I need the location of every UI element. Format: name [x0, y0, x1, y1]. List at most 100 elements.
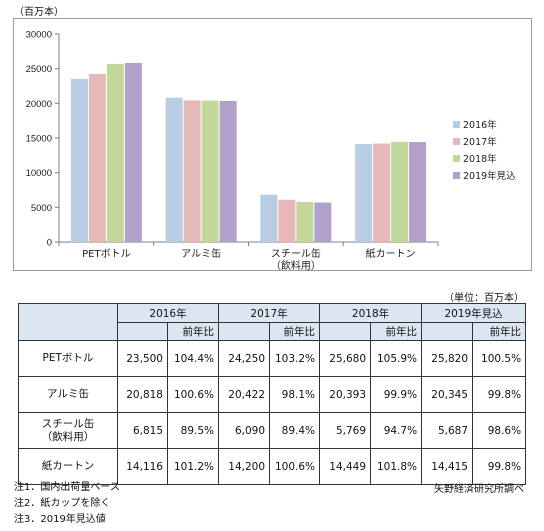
bar [314, 202, 332, 242]
row-label-subtext: （飲料用） [41, 430, 95, 443]
value-subheader [319, 322, 372, 341]
cell-value: 23,500 [117, 340, 168, 377]
bar [373, 143, 391, 242]
cell-yoy: 98.1% [269, 376, 321, 413]
bar [409, 142, 427, 242]
y-axis-unit: （百万本） [14, 7, 64, 18]
value-subheader [218, 322, 271, 341]
yoy-subheader: 前年比 [269, 322, 321, 341]
cell-value: 6,815 [117, 412, 168, 449]
year-header: 2019年見込 [421, 303, 527, 323]
cell-yoy: 100.6% [269, 448, 321, 485]
cell-value: 14,449 [319, 448, 372, 485]
cell-yoy: 101.8% [370, 448, 423, 485]
cell-yoy: 99.8% [472, 448, 527, 485]
cell-yoy: 100.5% [472, 340, 527, 377]
x-category-label: スチール缶 [271, 247, 321, 260]
cell-value: 25,680 [319, 340, 372, 377]
legend-label: 2018年 [463, 153, 497, 165]
cell-value: 25,820 [421, 340, 474, 377]
row-label-text: アルミ缶 [47, 388, 89, 400]
cell-yoy: 89.5% [166, 412, 220, 449]
table-row: アルミ缶 20,818 100.6% 20,422 98.1% 20,393 9… [18, 376, 527, 413]
cell-value: 20,422 [218, 376, 271, 413]
cell-yoy: 89.4% [269, 412, 321, 449]
y-tick-label: 30000 [26, 30, 52, 41]
bar [106, 63, 124, 243]
year-header: 2017年 [218, 303, 321, 323]
table-row: 紙カートン 14,116 101.2% 14,200 100.6% 14,449… [18, 448, 527, 485]
note: 注3．2019年見込値 [14, 514, 106, 525]
y-tick-label: 5000 [31, 203, 52, 214]
row-label: PETボトル [18, 340, 118, 377]
x-category-label: PETボトル [82, 248, 130, 260]
table-unit: （単位：百万本） [444, 293, 524, 304]
year-header: 2016年 [116, 303, 220, 323]
cell-value: 5,687 [421, 412, 474, 449]
legend-swatch [453, 172, 460, 179]
note: 注2．紙カップを除く [14, 498, 111, 509]
cell-yoy: 94.7% [370, 412, 423, 449]
yoy-subheader: 前年比 [166, 322, 220, 341]
bar [391, 141, 409, 242]
cell-value: 20,345 [421, 376, 474, 413]
cell-value: 20,393 [319, 376, 372, 413]
bar [296, 202, 314, 242]
yoy-subheader: 前年比 [472, 322, 527, 341]
legend-label: 2017年 [463, 136, 497, 148]
bar [165, 97, 183, 242]
cell-value: 20,818 [117, 376, 168, 413]
cell-yoy: 99.8% [472, 376, 527, 413]
cell-yoy: 104.4% [166, 340, 220, 377]
x-category-sublabel: （飲料用） [271, 259, 321, 271]
cell-value: 6,090 [218, 412, 271, 449]
bar [278, 199, 296, 242]
data-table: 2016年 2017年 2018年 2019年見込 前年比 前年比 前年比 前年… [18, 303, 527, 485]
bar [355, 144, 373, 242]
table-corner [18, 303, 118, 341]
bar [201, 100, 219, 242]
legend-swatch [453, 155, 460, 162]
cell-value: 5,769 [319, 412, 372, 449]
legend-label: 2016年 [463, 119, 497, 131]
cell-yoy: 105.9% [370, 340, 423, 377]
cell-value: 14,116 [117, 448, 168, 485]
bar [70, 79, 88, 242]
row-label: 紙カートン [18, 448, 118, 485]
cell-yoy: 101.2% [166, 448, 220, 485]
bar [124, 62, 142, 242]
cell-value: 14,415 [421, 448, 474, 485]
yoy-subheader: 前年比 [370, 322, 423, 341]
y-tick-label: 25000 [26, 64, 52, 75]
table-row: PETボトル 23,500 104.4% 24,250 103.2% 25,68… [18, 340, 527, 377]
legend-swatch [453, 138, 460, 145]
legend-label: 2019年見込 [463, 170, 516, 182]
legend-swatch [453, 121, 460, 128]
cell-yoy: 103.2% [269, 340, 321, 377]
y-tick-label: 0 [47, 238, 52, 249]
row-label-text: スチール缶 [41, 417, 95, 430]
cell-yoy: 98.6% [472, 412, 527, 449]
bar [219, 100, 237, 242]
table-row: スチール缶 （飲料用） 6,815 89.5% 6,090 89.4% 5,769… [18, 412, 527, 449]
row-label: スチール缶 （飲料用） [18, 412, 118, 449]
x-category-label: 紙カートン [366, 247, 416, 260]
table-header-sub: 前年比 前年比 前年比 前年比 [19, 322, 527, 341]
bar [183, 100, 201, 242]
source-credit: 矢野経済研究所調べ [434, 484, 524, 495]
bar [260, 194, 278, 242]
value-subheader [421, 322, 474, 341]
note: 注1．国内出荷量ベース [14, 482, 120, 493]
notes: 注1．国内出荷量ベース 注2．紙カップを除く 注3．2019年見込値 [14, 480, 120, 528]
row-label-text: PETボトル [42, 352, 94, 364]
table-header-years: 2016年 2017年 2018年 2019年見込 [18, 303, 527, 341]
cell-yoy: 100.6% [166, 376, 220, 413]
y-tick-label: 15000 [26, 134, 52, 145]
value-subheader [117, 322, 168, 341]
cell-value: 24,250 [218, 340, 271, 377]
x-category-label: アルミ缶 [181, 247, 221, 260]
row-label: アルミ缶 [18, 376, 118, 413]
y-tick-label: 20000 [26, 99, 52, 110]
row-label-text: 紙カートン [41, 460, 95, 472]
bar-chart: 0 5000 10000 15000 20000 25000 30000 PETボトル アルミ缶… [26, 30, 517, 272]
